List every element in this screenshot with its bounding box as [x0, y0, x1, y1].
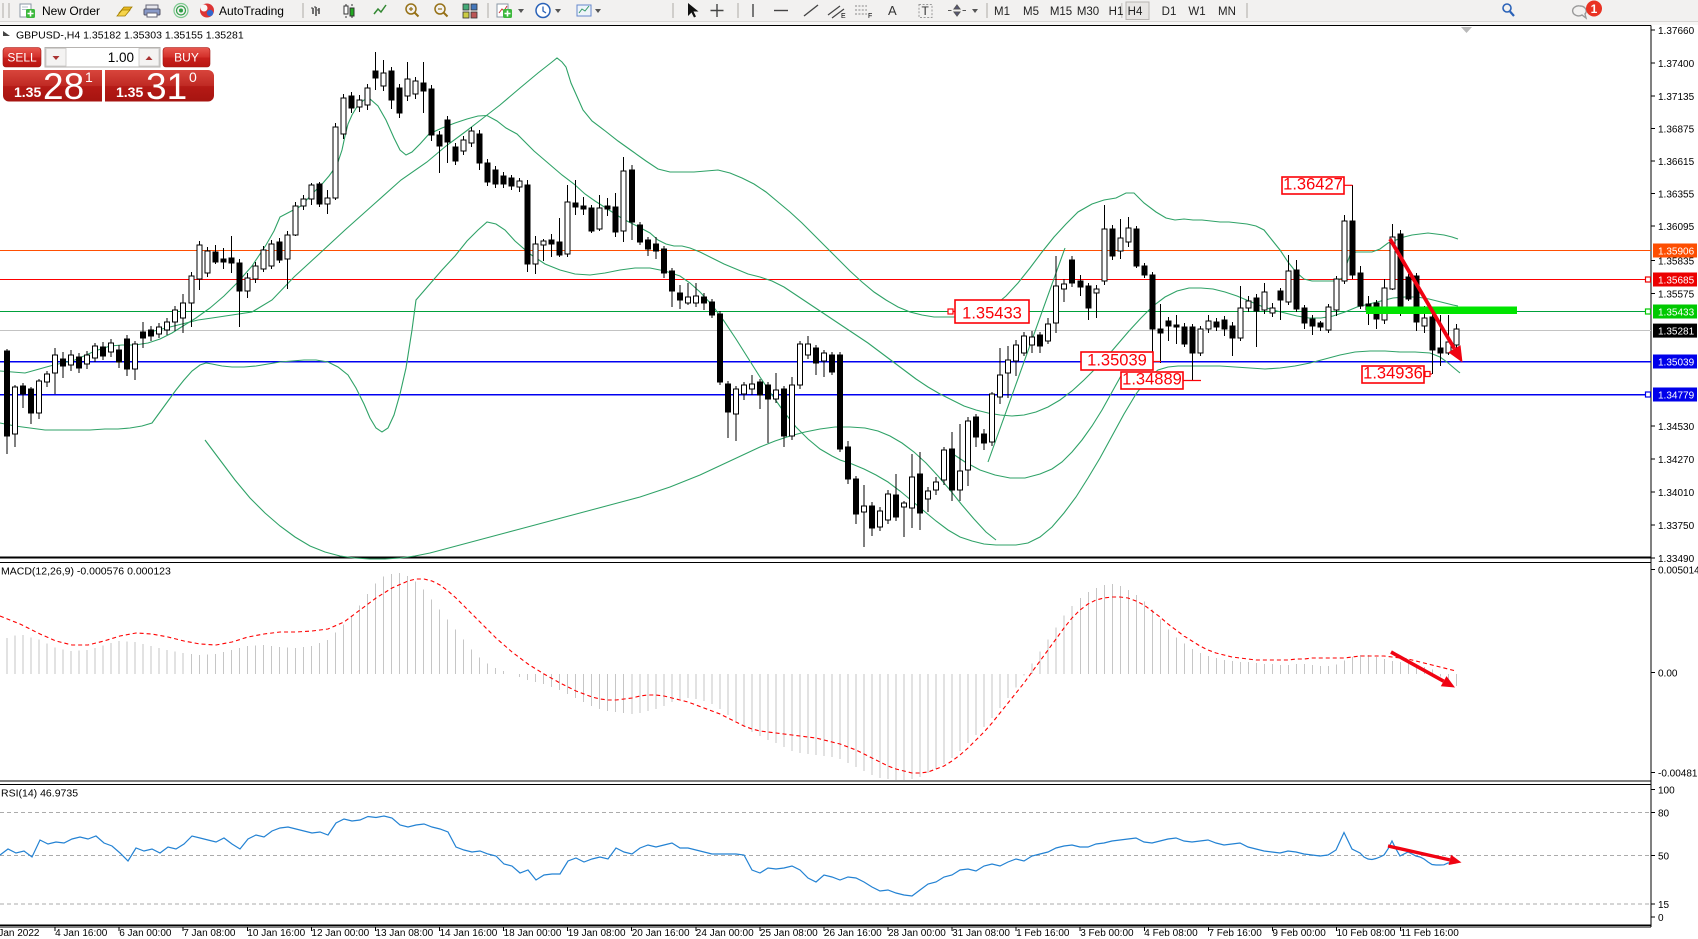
svg-text:1.34530: 1.34530 — [1658, 422, 1695, 433]
svg-text:1.35906: 1.35906 — [1658, 247, 1695, 258]
svg-text:GBPUSD-,H4 1.35182 1.35303 1.: GBPUSD-,H4 1.35182 1.35303 1.35155 1.352… — [16, 30, 244, 42]
svg-text:7 Feb 16:00: 7 Feb 16:00 — [1208, 928, 1262, 939]
svg-text:1.34889: 1.34889 — [1122, 371, 1182, 389]
svg-text:BUY: BUY — [174, 51, 199, 65]
svg-text:H4: H4 — [1128, 6, 1143, 18]
svg-text:1.35575: 1.35575 — [1658, 290, 1695, 301]
svg-text:31 Jan 08:00: 31 Jan 08:00 — [952, 928, 1010, 939]
svg-text:13 Jan 08:00: 13 Jan 08:00 — [375, 928, 433, 939]
svg-text:9 Feb 00:00: 9 Feb 00:00 — [1272, 928, 1326, 939]
svg-text:3 Feb 00:00: 3 Feb 00:00 — [1080, 928, 1134, 939]
svg-text:1.34010: 1.34010 — [1658, 488, 1695, 499]
svg-text:26 Jan 16:00: 26 Jan 16:00 — [824, 928, 882, 939]
svg-text:H1: H1 — [1109, 6, 1124, 18]
svg-text:1: 1 — [1591, 2, 1598, 16]
svg-text:1.36615: 1.36615 — [1658, 157, 1695, 168]
svg-text:SELL: SELL — [7, 51, 37, 65]
svg-text:1.35433: 1.35433 — [962, 305, 1022, 323]
svg-text:1.35: 1.35 — [116, 84, 143, 100]
svg-text:18 Jan 00:00: 18 Jan 00:00 — [504, 928, 562, 939]
svg-text:1 Feb 16:00: 1 Feb 16:00 — [1016, 928, 1070, 939]
svg-text:A: A — [888, 3, 897, 18]
svg-text:MACD(12,26,9) -0.000576 0.0001: MACD(12,26,9) -0.000576 0.000123 — [1, 566, 171, 578]
svg-text:AutoTrading: AutoTrading — [219, 4, 284, 18]
svg-text:1.36427: 1.36427 — [1283, 176, 1343, 194]
svg-text:28 Jan 00:00: 28 Jan 00:00 — [888, 928, 946, 939]
svg-text:0.00: 0.00 — [1658, 669, 1678, 680]
svg-text:1.35685: 1.35685 — [1658, 276, 1695, 287]
svg-text:1.35039: 1.35039 — [1087, 352, 1147, 370]
svg-text:25 Jan 08:00: 25 Jan 08:00 — [760, 928, 818, 939]
svg-text:1.37400: 1.37400 — [1658, 59, 1695, 70]
svg-text:1.33750: 1.33750 — [1658, 521, 1695, 532]
svg-text:31: 31 — [146, 66, 187, 107]
svg-text:0.005014: 0.005014 — [1658, 566, 1698, 577]
svg-text:M15: M15 — [1050, 6, 1072, 18]
svg-text:28: 28 — [43, 66, 84, 107]
svg-text:50: 50 — [1658, 852, 1670, 863]
svg-text:24 Jan 00:00: 24 Jan 00:00 — [696, 928, 754, 939]
svg-text:4 Jan 16:00: 4 Jan 16:00 — [55, 928, 108, 939]
svg-text:15: 15 — [1658, 900, 1670, 911]
svg-text:M5: M5 — [1023, 6, 1039, 18]
svg-text:1: 1 — [85, 69, 93, 85]
svg-text:1.35039: 1.35039 — [1658, 358, 1695, 369]
svg-text:M30: M30 — [1077, 6, 1099, 18]
svg-text:6 Jan 00:00: 6 Jan 00:00 — [119, 928, 172, 939]
svg-text:1.35: 1.35 — [14, 84, 41, 100]
svg-text:D1: D1 — [1162, 6, 1177, 18]
svg-text:1.36355: 1.36355 — [1658, 190, 1695, 201]
svg-text:14 Jan 16:00: 14 Jan 16:00 — [440, 928, 498, 939]
svg-text:-0.004812: -0.004812 — [1658, 769, 1698, 780]
svg-text:E: E — [841, 13, 846, 20]
svg-text:1.35281: 1.35281 — [1658, 327, 1695, 338]
svg-text:1.36875: 1.36875 — [1658, 125, 1695, 136]
svg-text:1.37660: 1.37660 — [1658, 26, 1695, 37]
svg-text:New Order: New Order — [42, 4, 100, 18]
svg-text:F: F — [868, 13, 872, 20]
svg-text:RSI(14) 46.9735: RSI(14) 46.9735 — [1, 788, 78, 800]
svg-text:1.34270: 1.34270 — [1658, 455, 1695, 466]
svg-text:MN: MN — [1218, 6, 1236, 18]
svg-text:11 Feb 16:00: 11 Feb 16:00 — [1401, 928, 1460, 939]
svg-text:0: 0 — [189, 69, 197, 85]
svg-text:1.34779: 1.34779 — [1658, 391, 1695, 402]
svg-text:M1: M1 — [994, 6, 1010, 18]
svg-text:1.36095: 1.36095 — [1658, 222, 1695, 233]
svg-text:100: 100 — [1658, 786, 1675, 797]
svg-text:1.00: 1.00 — [108, 50, 134, 65]
svg-text:3 Jan 2022: 3 Jan 2022 — [0, 928, 40, 939]
svg-text:W1: W1 — [1188, 6, 1205, 18]
svg-text:20 Jan 16:00: 20 Jan 16:00 — [632, 928, 690, 939]
svg-text:1.33490: 1.33490 — [1658, 554, 1695, 565]
svg-text:10 Jan 16:00: 10 Jan 16:00 — [247, 928, 305, 939]
svg-text:1.35835: 1.35835 — [1658, 257, 1695, 268]
svg-text:10 Feb 08:00: 10 Feb 08:00 — [1337, 928, 1396, 939]
svg-text:4 Feb 08:00: 4 Feb 08:00 — [1144, 928, 1198, 939]
svg-text:1.34936: 1.34936 — [1363, 365, 1423, 383]
svg-text:80: 80 — [1658, 809, 1670, 820]
svg-text:7 Jan 08:00: 7 Jan 08:00 — [183, 928, 236, 939]
svg-text:12 Jan 00:00: 12 Jan 00:00 — [311, 928, 369, 939]
svg-text:1.37135: 1.37135 — [1658, 92, 1695, 103]
svg-text:0: 0 — [1658, 913, 1664, 924]
svg-text:T: T — [922, 4, 930, 18]
svg-text:19 Jan 08:00: 19 Jan 08:00 — [568, 928, 626, 939]
svg-text:1.35433: 1.35433 — [1658, 308, 1695, 319]
